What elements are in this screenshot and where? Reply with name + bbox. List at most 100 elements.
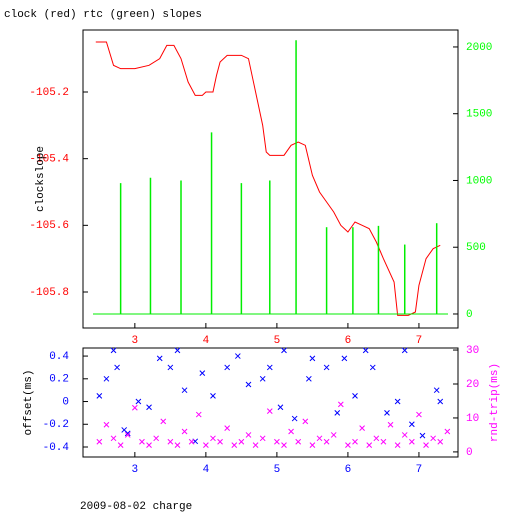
point <box>330 432 337 438</box>
point <box>433 387 440 394</box>
point <box>401 432 408 438</box>
point <box>167 364 174 371</box>
point <box>323 364 330 371</box>
point <box>146 442 152 448</box>
point <box>110 435 117 442</box>
point <box>423 442 429 448</box>
point <box>316 435 323 442</box>
clock-line <box>95 41 441 316</box>
point <box>309 442 316 448</box>
point <box>408 438 415 445</box>
point <box>181 387 188 394</box>
point <box>352 392 358 399</box>
y2-tick-label: 1000 <box>466 175 492 187</box>
point <box>139 438 145 445</box>
y-tick-label: -105.6 <box>29 220 69 232</box>
y2-tick-label: 2000 <box>466 42 492 54</box>
point <box>231 442 238 448</box>
point <box>352 438 358 445</box>
point <box>96 392 103 399</box>
y2-tick-label: 1500 <box>466 109 492 121</box>
point <box>224 425 231 431</box>
chart-title: clock (red) rtc (green) slopes <box>4 9 202 21</box>
point <box>114 364 120 371</box>
point <box>117 442 124 448</box>
point <box>103 421 110 428</box>
point <box>252 442 259 448</box>
y-tick-label: 0.2 <box>49 374 69 386</box>
point <box>309 355 316 362</box>
point <box>277 404 284 411</box>
point <box>302 418 309 425</box>
plot-frame <box>82 347 459 458</box>
x-tick-label: 3 <box>132 335 139 347</box>
point <box>245 381 252 388</box>
point <box>195 411 202 418</box>
x-tick-label: 3 <box>132 464 139 476</box>
y2-tick-label: 0 <box>466 309 473 321</box>
y2-tick-label: 20 <box>466 379 479 391</box>
point <box>384 410 390 416</box>
point <box>281 347 287 354</box>
x-tick-label: 7 <box>416 335 423 347</box>
point <box>362 347 369 354</box>
point <box>131 404 138 411</box>
point <box>366 442 373 448</box>
point <box>345 442 351 448</box>
point <box>160 418 167 425</box>
point <box>295 438 302 445</box>
point <box>430 435 436 442</box>
y-tick-label: -105.4 <box>29 154 69 166</box>
point <box>419 432 426 439</box>
x-tick-label: 4 <box>203 464 210 476</box>
point <box>380 438 387 445</box>
point <box>167 438 174 445</box>
point <box>124 430 131 437</box>
point <box>387 421 394 428</box>
point <box>224 364 231 371</box>
point <box>238 438 245 445</box>
y-tick-label: -0.4 <box>43 442 70 454</box>
point <box>337 401 344 408</box>
point <box>153 435 160 442</box>
point <box>266 364 273 371</box>
point <box>146 404 152 411</box>
point <box>174 347 181 354</box>
point <box>124 432 131 438</box>
point <box>259 435 266 442</box>
point <box>291 415 298 422</box>
point <box>394 442 401 448</box>
point <box>96 438 103 445</box>
point <box>181 428 188 435</box>
y2-axis-label: rnd-trip(ms) <box>489 363 501 442</box>
point <box>305 375 312 382</box>
point <box>217 438 223 445</box>
y2-tick-label: 0 <box>466 447 473 459</box>
x-tick-label: 6 <box>345 335 352 347</box>
point <box>288 428 294 435</box>
x-tick-label: 6 <box>345 464 352 476</box>
point <box>408 421 415 428</box>
point <box>444 428 451 435</box>
x-tick-label: 7 <box>416 464 423 476</box>
y2-tick-label: 10 <box>466 413 479 425</box>
point <box>323 438 330 445</box>
point <box>416 411 422 418</box>
point <box>234 353 241 359</box>
point <box>210 435 216 442</box>
y2-tick-label: 500 <box>466 242 486 254</box>
point <box>188 438 195 445</box>
point <box>245 432 252 438</box>
point <box>334 410 341 416</box>
point <box>135 398 142 405</box>
point <box>274 438 280 445</box>
point <box>110 347 117 354</box>
y2-tick-label: 30 <box>466 345 479 357</box>
y-tick-label: -0.2 <box>43 419 69 431</box>
point <box>369 364 376 371</box>
x-tick-label: 4 <box>203 335 210 347</box>
y-tick-label: 0 <box>62 396 69 408</box>
y-tick-label: -105.2 <box>29 87 69 99</box>
point <box>203 442 209 448</box>
